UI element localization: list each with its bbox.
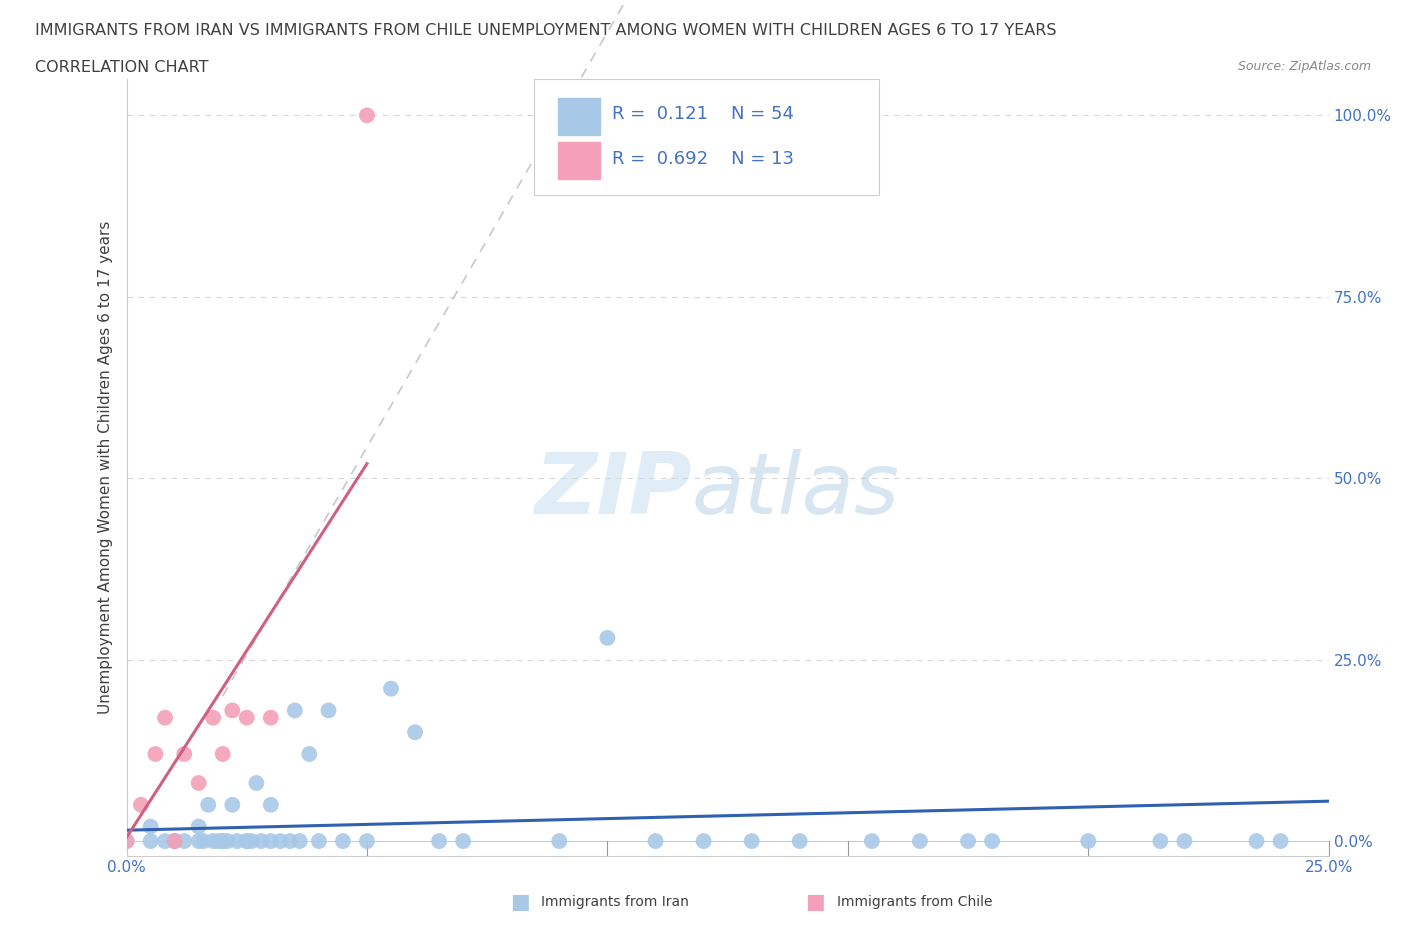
Point bbox=[250, 833, 273, 848]
Point bbox=[860, 833, 883, 848]
Y-axis label: Unemployment Among Women with Children Ages 6 to 17 years: Unemployment Among Women with Children A… bbox=[98, 220, 114, 714]
Point bbox=[145, 747, 167, 762]
Point bbox=[235, 711, 259, 725]
Point bbox=[596, 631, 619, 645]
Text: Immigrants from Iran: Immigrants from Iran bbox=[541, 895, 689, 910]
Point bbox=[245, 776, 267, 790]
Text: atlas: atlas bbox=[692, 449, 900, 532]
Point bbox=[221, 797, 243, 812]
Point bbox=[211, 747, 233, 762]
Point bbox=[692, 833, 714, 848]
Point bbox=[741, 833, 763, 848]
Point bbox=[956, 833, 979, 848]
Point bbox=[356, 108, 378, 123]
Point bbox=[163, 833, 186, 848]
Text: ■: ■ bbox=[510, 892, 530, 912]
Point bbox=[153, 711, 176, 725]
Text: IMMIGRANTS FROM IRAN VS IMMIGRANTS FROM CHILE UNEMPLOYMENT AMONG WOMEN WITH CHIL: IMMIGRANTS FROM IRAN VS IMMIGRANTS FROM … bbox=[35, 23, 1057, 38]
Text: Source: ZipAtlas.com: Source: ZipAtlas.com bbox=[1237, 60, 1371, 73]
Point bbox=[278, 833, 301, 848]
Point bbox=[163, 833, 186, 848]
Point bbox=[1246, 833, 1268, 848]
Text: ZIP: ZIP bbox=[534, 449, 692, 532]
Text: R =  0.692    N = 13: R = 0.692 N = 13 bbox=[612, 150, 793, 168]
Point bbox=[221, 703, 243, 718]
Point bbox=[1270, 833, 1292, 848]
Point bbox=[284, 703, 307, 718]
Point bbox=[129, 797, 152, 812]
Point bbox=[187, 833, 209, 848]
Point bbox=[217, 833, 239, 848]
Text: Immigrants from Chile: Immigrants from Chile bbox=[837, 895, 993, 910]
Point bbox=[197, 797, 219, 812]
Point bbox=[202, 833, 225, 848]
Point bbox=[908, 833, 931, 848]
Point bbox=[332, 833, 354, 848]
Point bbox=[1149, 833, 1171, 848]
Point bbox=[451, 833, 474, 848]
Point bbox=[173, 747, 195, 762]
Point bbox=[260, 833, 283, 848]
Text: ■: ■ bbox=[806, 892, 825, 912]
Point bbox=[187, 819, 209, 834]
Point bbox=[1173, 833, 1195, 848]
Point bbox=[548, 833, 571, 848]
Point bbox=[288, 833, 311, 848]
Point bbox=[153, 833, 176, 848]
Point bbox=[211, 833, 233, 848]
Point bbox=[260, 797, 283, 812]
Point bbox=[260, 711, 283, 725]
Point bbox=[380, 682, 402, 697]
Text: R =  0.121    N = 54: R = 0.121 N = 54 bbox=[612, 105, 793, 124]
Point bbox=[427, 833, 450, 848]
Point bbox=[308, 833, 330, 848]
Point bbox=[644, 833, 666, 848]
Point bbox=[298, 747, 321, 762]
Point bbox=[318, 703, 340, 718]
Point bbox=[115, 833, 138, 848]
Point bbox=[211, 833, 233, 848]
Point bbox=[202, 711, 225, 725]
Point bbox=[115, 833, 138, 848]
Point bbox=[981, 833, 1004, 848]
Point bbox=[235, 833, 259, 848]
Point bbox=[207, 833, 229, 848]
Point bbox=[235, 833, 259, 848]
Text: CORRELATION CHART: CORRELATION CHART bbox=[35, 60, 208, 75]
Point bbox=[226, 833, 249, 848]
Point bbox=[163, 833, 186, 848]
Point bbox=[240, 833, 263, 848]
Point bbox=[193, 833, 215, 848]
Point bbox=[163, 833, 186, 848]
Point bbox=[139, 819, 162, 834]
Point bbox=[404, 724, 426, 739]
Point bbox=[356, 833, 378, 848]
Point bbox=[139, 833, 162, 848]
Point bbox=[173, 833, 195, 848]
Point bbox=[1077, 833, 1099, 848]
Point bbox=[269, 833, 291, 848]
Point bbox=[187, 776, 209, 790]
Point bbox=[789, 833, 811, 848]
